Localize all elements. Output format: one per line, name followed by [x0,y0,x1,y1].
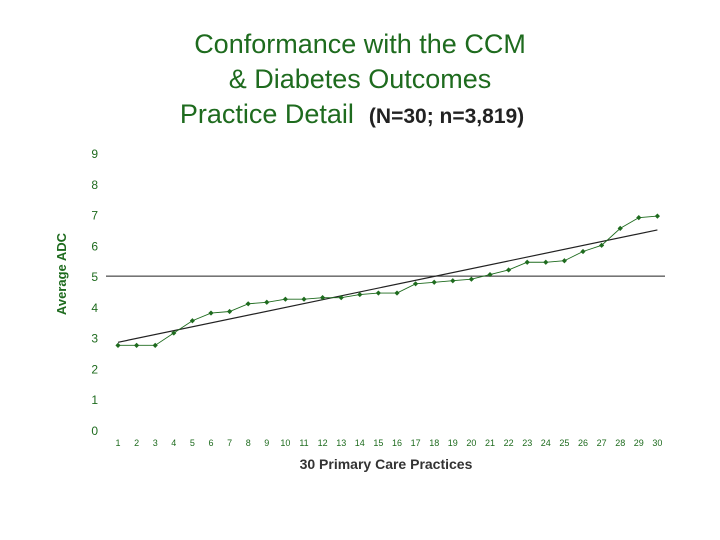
x-tick-label: 3 [153,438,158,448]
data-point [320,295,326,301]
data-point [487,271,493,278]
x-tick-label: 4 [171,438,176,448]
x-tick-label: 5 [190,438,195,448]
data-point [134,342,140,348]
y-tick-label: 4 [91,301,98,315]
chart-title-line2: & Diabetes Outcomes [228,64,492,94]
x-tick-label: 7 [227,438,232,448]
data-point [599,242,605,248]
y-tick-label: 3 [91,332,98,346]
data-point [357,291,363,298]
x-tick-label: 20 [466,438,476,448]
data-point [524,259,530,265]
x-tick-label: 8 [246,438,251,448]
x-tick-label: 2 [134,438,139,448]
x-tick-label: 26 [578,438,588,448]
x-tick-label: 19 [448,438,458,448]
x-tick-label: 21 [485,438,495,448]
data-point [431,279,437,285]
chart-title-line3-main: Practice Detail [179,99,354,129]
x-tick-label: 11 [299,438,308,448]
x-tick-label: 16 [392,438,402,448]
x-axis-label: 30 Primary Care Practices [300,456,473,472]
y-tick-label: 5 [91,270,98,284]
data-point [580,248,586,255]
data-point [227,308,233,315]
x-tick-label: 14 [355,438,365,448]
chart-title-sample-size: (N=30; n=3,819) [368,105,525,128]
y-tick-label: 7 [91,209,98,223]
data-point [543,259,549,265]
data-point [375,290,381,296]
x-tick-label: 13 [336,438,346,448]
data-point [338,295,344,301]
x-tick-label: 18 [429,438,439,448]
data-point [282,296,288,302]
y-tick-label: 8 [91,178,98,192]
x-tick-label: 6 [208,438,213,448]
x-tick-label: 12 [318,438,328,448]
data-point [301,296,307,302]
data-point [636,215,642,221]
x-tick-label: 15 [373,438,383,448]
y-tick-label: 6 [91,239,98,253]
data-point [654,213,660,219]
x-tick-label: 1 [115,438,120,448]
data-point [245,301,251,307]
y-axis-label: Average ADC [54,232,69,315]
data-point [115,342,121,348]
data-point [450,278,456,284]
x-tick-label: 22 [504,438,514,448]
x-tick-label: 27 [597,438,607,448]
x-tick-label: 24 [541,438,551,448]
x-tick-label: 23 [522,438,532,448]
data-point [208,310,214,316]
data-point [171,330,177,336]
x-tick-label: 29 [634,438,644,448]
data-point [506,267,512,273]
x-tick-label: 25 [559,438,569,448]
data-point [561,258,567,264]
data-point [189,318,195,324]
y-tick-label: 9 [91,147,98,161]
x-tick-label: 9 [264,438,269,448]
y-tick-label: 2 [91,362,98,376]
x-tick-label: 10 [280,438,290,448]
x-tick-label: 28 [615,438,625,448]
x-tick-label: 30 [652,438,662,448]
chart-title-line1: Conformance with the CCM [194,29,526,59]
chart-title-line3: Practice Detail (N=30; n=3,819) [0,97,712,134]
trend-line [117,229,658,343]
data-point [152,342,158,348]
data-point [413,281,419,287]
series-line [118,215,658,346]
data-point [394,290,400,296]
y-tick-label: 0 [91,424,98,438]
data-point [617,225,623,232]
y-tick-label: 1 [91,393,98,407]
x-tick-label: 17 [411,438,421,448]
data-point [468,276,474,282]
data-point [264,299,270,305]
